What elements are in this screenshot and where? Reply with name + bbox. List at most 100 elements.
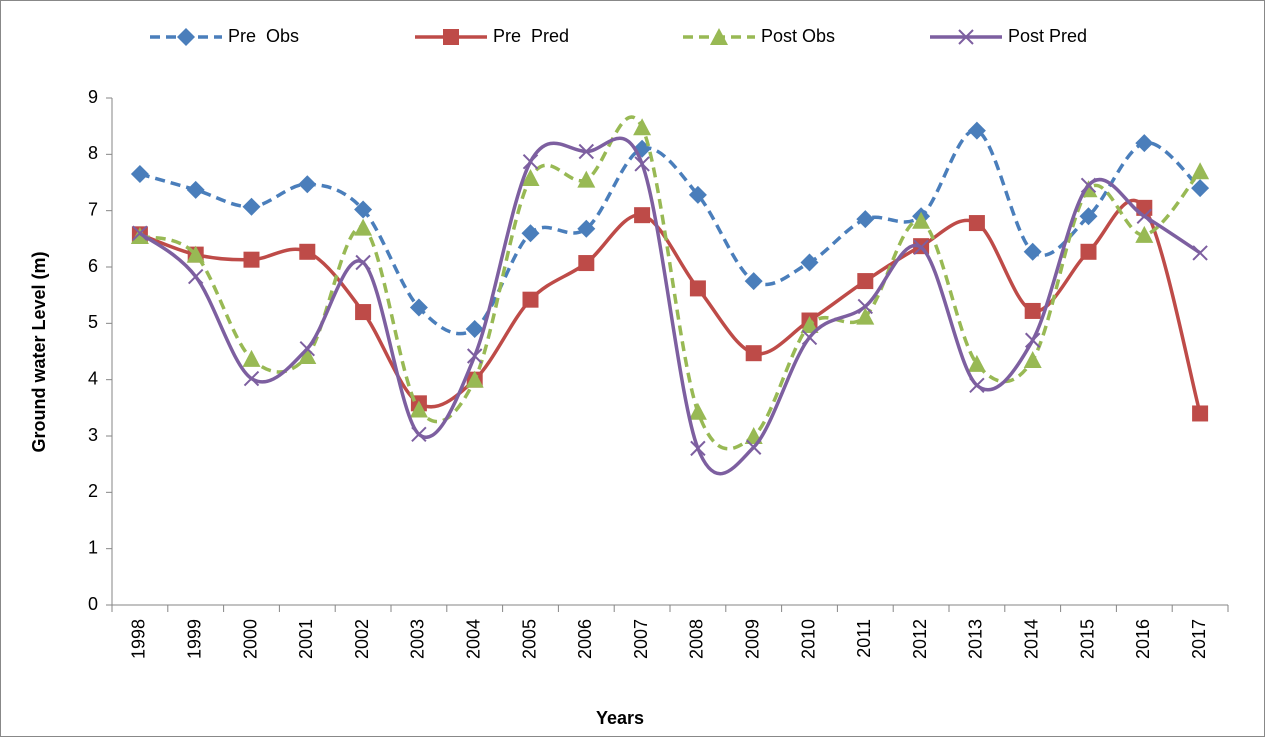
x-tick-label: 2006 [575, 619, 595, 659]
marker [132, 225, 148, 241]
marker [355, 254, 371, 271]
x-tick-label: 2003 [408, 619, 428, 659]
x-tick-label: 1999 [184, 619, 204, 659]
marker [912, 211, 931, 229]
marker [130, 227, 149, 245]
x-tick-label: 2002 [352, 619, 372, 659]
marker [688, 402, 707, 420]
marker [634, 207, 651, 224]
marker [856, 210, 875, 229]
marker [298, 347, 317, 365]
marker [745, 345, 762, 362]
legend-label: Post Pred [1008, 26, 1087, 46]
marker [968, 215, 985, 232]
x-tick-label: 2008 [687, 619, 707, 659]
marker [689, 280, 706, 297]
marker [299, 243, 316, 260]
y-tick-label: 8 [88, 143, 98, 163]
marker [1079, 207, 1098, 226]
marker [577, 219, 596, 238]
marker [745, 439, 762, 455]
marker [577, 170, 596, 188]
marker [411, 426, 427, 443]
marker [1192, 405, 1209, 422]
marker [800, 316, 819, 334]
legend-label: Post Obs [761, 26, 835, 46]
marker [299, 340, 316, 357]
marker [1080, 243, 1097, 260]
x-tick-label: 2000 [240, 619, 260, 659]
marker [857, 298, 874, 315]
x-tick-label: 2017 [1189, 619, 1209, 659]
x-tick-label: 1998 [129, 619, 149, 659]
marker [744, 272, 763, 291]
marker [801, 329, 818, 346]
marker [354, 200, 373, 219]
x-tick-label: 2010 [798, 619, 818, 659]
marker [243, 251, 260, 268]
marker [521, 224, 540, 243]
marker [578, 255, 595, 272]
series-line [139, 128, 1202, 336]
x-tick-label: 2009 [742, 619, 762, 659]
legend-marker [177, 28, 195, 46]
marker [354, 218, 373, 236]
marker [355, 304, 372, 321]
marker [466, 348, 483, 364]
marker [857, 273, 874, 290]
marker [634, 156, 650, 172]
marker [1024, 302, 1041, 319]
marker [1191, 179, 1210, 198]
marker [1023, 350, 1042, 368]
x-tick-label: 2007 [631, 619, 651, 659]
marker [578, 143, 595, 160]
x-tick-label: 2004 [463, 619, 483, 659]
marker [187, 268, 204, 285]
y-tick-label: 9 [88, 87, 98, 107]
marker [1192, 245, 1208, 261]
marker [1135, 134, 1154, 153]
y-tick-label: 7 [88, 199, 98, 219]
marker [242, 197, 261, 216]
marker [1024, 332, 1041, 348]
series-line [138, 136, 1202, 476]
marker [409, 298, 428, 317]
y-tick-label: 1 [88, 537, 98, 557]
x-tick-label: 2001 [296, 619, 316, 659]
y-tick-label: 2 [88, 481, 98, 501]
legend-label: Pre Obs [228, 26, 299, 46]
marker [688, 185, 707, 204]
marker [242, 349, 261, 367]
marker [130, 165, 149, 184]
marker [967, 354, 986, 372]
marker [409, 400, 428, 418]
x-tick-label: 2013 [966, 619, 986, 659]
y-tick-label: 4 [88, 368, 98, 388]
marker [243, 370, 260, 387]
x-tick-label: 2016 [1133, 619, 1153, 659]
marker [690, 440, 706, 457]
marker [298, 175, 317, 194]
x-axis-label: Years [596, 708, 644, 728]
legend-marker [958, 29, 974, 45]
x-tick-label: 2005 [519, 619, 539, 659]
marker [1191, 162, 1210, 180]
series-line [139, 115, 1202, 451]
y-tick-label: 5 [88, 312, 98, 332]
marker [186, 245, 205, 263]
marker [521, 168, 540, 186]
y-tick-label: 3 [88, 425, 98, 445]
marker [465, 370, 484, 388]
x-tick-label: 2015 [1077, 619, 1097, 659]
legend-marker [710, 28, 728, 45]
x-tick-label: 2011 [854, 619, 874, 658]
marker [856, 307, 875, 325]
marker [1080, 177, 1097, 194]
x-tick-label: 2014 [1021, 619, 1041, 659]
y-tick-label: 0 [88, 594, 98, 614]
legend-marker [443, 29, 459, 45]
marker [633, 118, 652, 136]
